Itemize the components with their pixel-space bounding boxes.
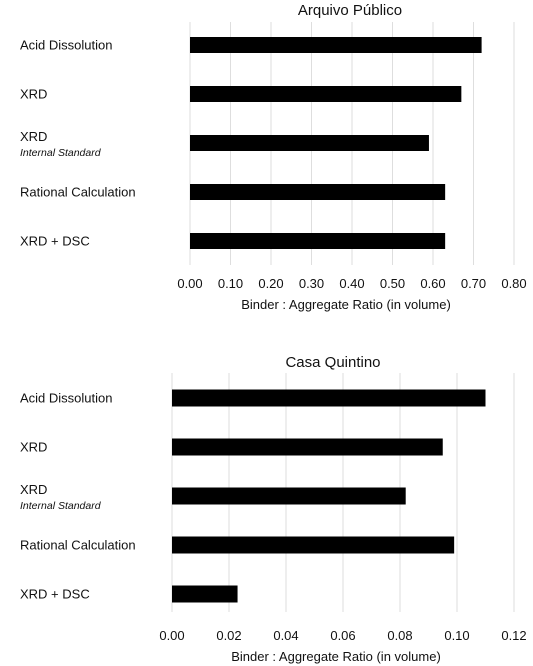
category-label: Acid Dissolution bbox=[20, 38, 113, 53]
x-tick-label: 0.00 bbox=[177, 276, 202, 291]
x-tick-label: 0.04 bbox=[273, 628, 298, 643]
x-tick-label: 0.20 bbox=[258, 276, 283, 291]
chart-1: Arquivo Público 0.00 0.10 0.20 0.30 0.40 0.50 0… bbox=[20, 2, 527, 312]
x-tick-label: 0.10 bbox=[218, 276, 243, 291]
x-tick-label: 0.06 bbox=[330, 628, 355, 643]
bar bbox=[172, 438, 443, 456]
bar bbox=[190, 233, 446, 249]
x-tick-label: 0.70 bbox=[461, 276, 486, 291]
bar bbox=[172, 536, 455, 554]
category-label: XRD bbox=[20, 440, 47, 455]
category-sublabel: Internal Standard bbox=[20, 147, 102, 159]
bar bbox=[172, 389, 486, 407]
x-tick-label: 0.08 bbox=[387, 628, 412, 643]
x-tick-label: 0.50 bbox=[380, 276, 405, 291]
x-axis-label: Binder : Aggregate Ratio (in volume) bbox=[241, 297, 451, 312]
x-tick-label: 0.60 bbox=[420, 276, 445, 291]
category-label: XRD + DSC bbox=[20, 587, 90, 602]
category-label: XRD bbox=[20, 129, 47, 144]
x-tick-label: 0.12 bbox=[501, 628, 526, 643]
bar bbox=[190, 86, 462, 102]
x-tick-label: 0.10 bbox=[444, 628, 469, 643]
bar bbox=[190, 37, 482, 53]
bar bbox=[190, 184, 446, 200]
category-label: Acid Dissolution bbox=[20, 391, 113, 406]
category-sublabel: Internal Standard bbox=[20, 500, 102, 512]
chart-title: Arquivo Público bbox=[298, 2, 402, 19]
category-label: XRD bbox=[20, 87, 47, 102]
x-tick-label: 0.40 bbox=[339, 276, 364, 291]
bar bbox=[190, 135, 429, 151]
x-axis-label: Binder : Aggregate Ratio (in volume) bbox=[231, 649, 441, 664]
chart-2: Casa Quintino 0.00 0.02 0.04 0.06 0.08 0.10 0.1… bbox=[20, 354, 527, 664]
category-label: Rational Calculation bbox=[20, 185, 136, 200]
chart-title: Casa Quintino bbox=[285, 354, 380, 371]
x-tick-label: 0.02 bbox=[216, 628, 241, 643]
x-tick-label: 0.00 bbox=[159, 628, 184, 643]
x-tick-label: 0.30 bbox=[299, 276, 324, 291]
category-label: Rational Calculation bbox=[20, 538, 136, 553]
bar bbox=[172, 585, 238, 603]
x-tick-label: 0.80 bbox=[501, 276, 526, 291]
category-label: XRD + DSC bbox=[20, 234, 90, 249]
category-label: XRD bbox=[20, 482, 47, 497]
bar bbox=[172, 487, 406, 505]
